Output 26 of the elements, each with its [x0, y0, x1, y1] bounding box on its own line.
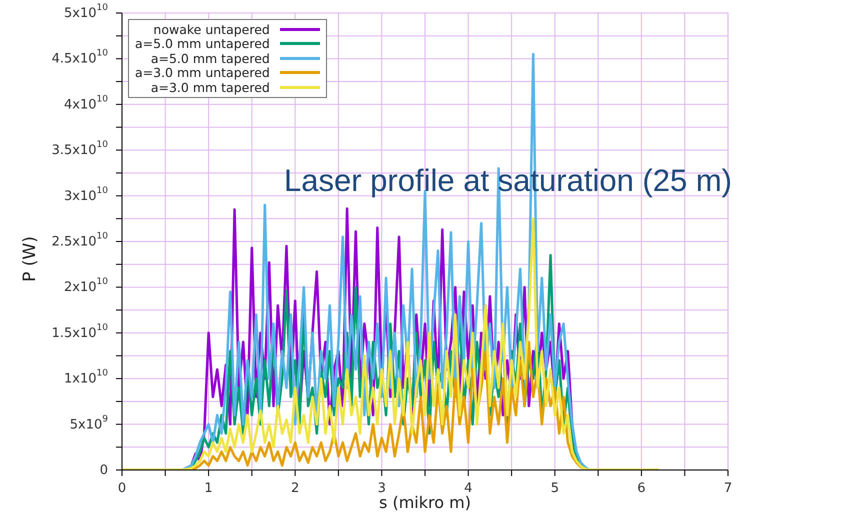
x-tick-label: 2: [291, 480, 300, 496]
y-tick-label: 2x10$^{10}$: [64, 278, 108, 295]
y-tick-label: 5x10$^{10}$: [64, 3, 108, 21]
x-tick-label: 3: [378, 480, 386, 496]
legend-label: a=5.0 mm tapered: [150, 50, 270, 66]
x-tick-label: 4: [464, 480, 472, 496]
y-tick-label: 3.5x10$^{10}$: [52, 140, 108, 158]
legend-label: nowake untapered: [153, 22, 270, 37]
x-tick-label: 0: [118, 480, 126, 496]
y-tick-label: 5x10$^{9}$: [70, 414, 108, 432]
legend-label: a=3.0 mm tapered: [150, 80, 270, 95]
y-tick-label: 1x10$^{10}$: [64, 369, 108, 386]
y-tick-label: 2.5x10$^{10}$: [52, 232, 108, 250]
x-tick-label: 6: [637, 480, 646, 496]
y-tick-label: 1.5x10$^{10}$: [52, 323, 108, 340]
y-tick-label: 4.5x10$^{10}$: [52, 49, 108, 66]
y-tick-label: 0: [100, 462, 108, 478]
x-tick-label: 1: [204, 480, 213, 496]
x-tick-label: 5: [550, 480, 559, 496]
x-tick-label: 7: [724, 480, 732, 496]
y-axis-title: P (W): [20, 236, 40, 282]
legend-label: a=5.0 mm untapered: [135, 36, 270, 52]
y-tick-label: 3x10$^{10}$: [64, 186, 108, 204]
legend-label: a=3.0 mm untapered: [135, 65, 270, 80]
x-axis-title: s (mikro m): [379, 493, 471, 512]
y-tick-label: 4x10$^{10}$: [64, 94, 108, 112]
